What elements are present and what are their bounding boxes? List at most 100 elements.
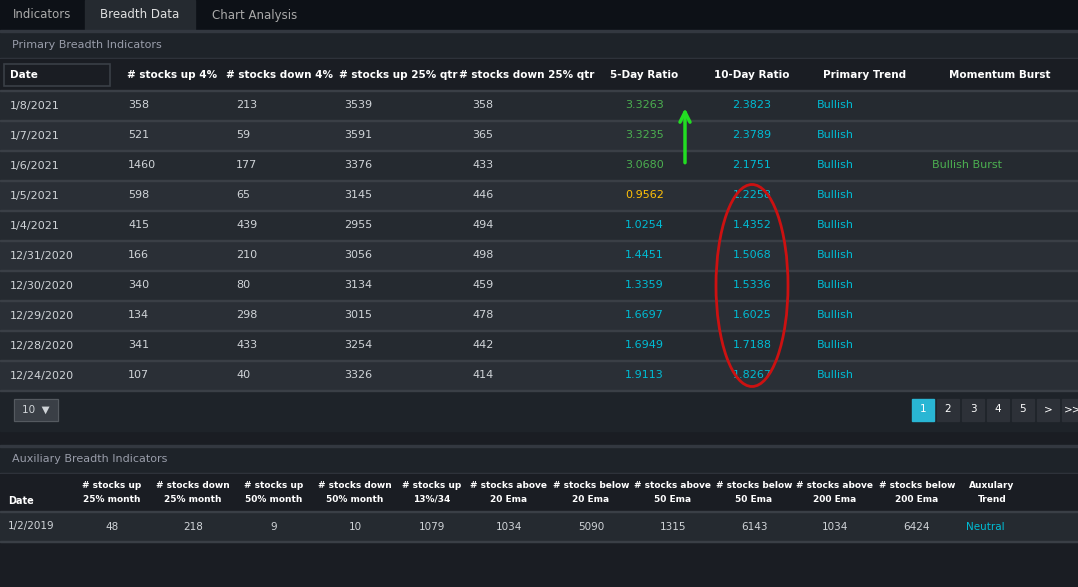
Text: 1034: 1034 xyxy=(821,521,848,531)
Text: # stocks down: # stocks down xyxy=(156,481,230,490)
Text: 1460: 1460 xyxy=(128,160,156,170)
Text: 1: 1 xyxy=(920,404,926,414)
Text: 10: 10 xyxy=(348,521,361,531)
Text: 12/30/2020: 12/30/2020 xyxy=(10,281,74,291)
Text: # stocks down 4%: # stocks down 4% xyxy=(226,69,333,79)
Text: 3015: 3015 xyxy=(344,311,372,321)
Text: 1.6949: 1.6949 xyxy=(625,340,664,350)
Bar xyxy=(0,271,1078,301)
Bar xyxy=(1037,399,1059,420)
Text: 5090: 5090 xyxy=(578,521,604,531)
Text: >>: >> xyxy=(1064,404,1078,414)
Text: 498: 498 xyxy=(472,251,494,261)
Bar xyxy=(0,473,1078,474)
Bar xyxy=(0,89,1078,90)
Text: # stocks up: # stocks up xyxy=(402,481,461,490)
Text: Breadth Data: Breadth Data xyxy=(100,8,180,22)
Text: 3376: 3376 xyxy=(344,160,372,170)
Text: # stocks up 25% qtr: # stocks up 25% qtr xyxy=(338,69,457,79)
Bar xyxy=(0,241,1078,271)
Bar xyxy=(962,399,984,420)
Bar xyxy=(0,180,1078,211)
Text: 5: 5 xyxy=(1020,404,1026,414)
Text: 3.0680: 3.0680 xyxy=(625,160,664,170)
Text: 1034: 1034 xyxy=(496,521,522,531)
Text: 1/2/2019: 1/2/2019 xyxy=(8,521,55,531)
Text: 59: 59 xyxy=(236,130,250,140)
Text: 3056: 3056 xyxy=(344,251,372,261)
Text: 1.0254: 1.0254 xyxy=(625,221,664,231)
Text: 4: 4 xyxy=(995,404,1001,414)
Bar xyxy=(4,63,110,86)
Text: 40: 40 xyxy=(236,370,250,380)
Text: Bullish: Bullish xyxy=(817,100,854,110)
Text: 298: 298 xyxy=(236,311,258,321)
Text: 3145: 3145 xyxy=(344,191,372,201)
Text: Bullish: Bullish xyxy=(817,311,854,321)
Text: Auxiliary Breadth Indicators: Auxiliary Breadth Indicators xyxy=(12,454,167,464)
Text: 494: 494 xyxy=(472,221,494,231)
Text: 3.3263: 3.3263 xyxy=(625,100,664,110)
Bar xyxy=(0,359,1078,360)
Text: 107: 107 xyxy=(128,370,149,380)
Text: 80: 80 xyxy=(236,281,250,291)
Text: 1.3359: 1.3359 xyxy=(625,281,664,291)
Text: 2.3789: 2.3789 xyxy=(732,130,772,140)
Bar xyxy=(0,150,1078,180)
Bar xyxy=(0,447,1078,473)
Bar xyxy=(0,430,1078,444)
Text: Neutral: Neutral xyxy=(966,521,1005,531)
Text: 459: 459 xyxy=(472,281,494,291)
Text: 1.5336: 1.5336 xyxy=(733,281,772,291)
Text: 1.2258: 1.2258 xyxy=(732,191,772,201)
Text: Indicators: Indicators xyxy=(13,8,72,22)
Text: 134: 134 xyxy=(128,311,149,321)
Text: 20 Ema: 20 Ema xyxy=(490,495,527,504)
Text: Date: Date xyxy=(10,69,38,79)
Text: 12/24/2020: 12/24/2020 xyxy=(10,370,74,380)
Text: # stocks up: # stocks up xyxy=(82,481,141,490)
Text: 177: 177 xyxy=(236,160,258,170)
Bar xyxy=(0,329,1078,330)
Text: Bullish: Bullish xyxy=(817,130,854,140)
Text: 358: 358 xyxy=(128,100,149,110)
Bar xyxy=(0,330,1078,360)
Text: Bullish Burst: Bullish Burst xyxy=(932,160,1001,170)
Text: 210: 210 xyxy=(236,251,258,261)
Text: 6424: 6424 xyxy=(903,521,930,531)
Text: # stocks up 4%: # stocks up 4% xyxy=(127,69,217,79)
Text: Bullish: Bullish xyxy=(817,370,854,380)
Text: >: > xyxy=(1044,404,1052,414)
Bar xyxy=(0,0,1078,30)
Text: 439: 439 xyxy=(236,221,258,231)
Text: 414: 414 xyxy=(472,370,494,380)
Text: # stocks down: # stocks down xyxy=(318,481,392,490)
Bar xyxy=(1062,399,1078,420)
Text: Primary Trend: Primary Trend xyxy=(823,69,907,79)
Text: 3.3235: 3.3235 xyxy=(625,130,664,140)
Text: 2.1751: 2.1751 xyxy=(733,160,772,170)
Text: 3326: 3326 xyxy=(344,370,372,380)
Text: 1/8/2021: 1/8/2021 xyxy=(10,100,60,110)
Bar xyxy=(0,210,1078,211)
Text: 213: 213 xyxy=(236,100,258,110)
Text: 10-Day Ratio: 10-Day Ratio xyxy=(715,69,790,79)
Text: 3134: 3134 xyxy=(344,281,372,291)
Text: 48: 48 xyxy=(106,521,119,531)
Bar xyxy=(0,58,1078,59)
Text: 50 Ema: 50 Ema xyxy=(735,495,773,504)
Text: 50% month: 50% month xyxy=(246,495,303,504)
Text: 1/7/2021: 1/7/2021 xyxy=(10,130,60,140)
Bar xyxy=(0,541,1078,587)
Text: 1.4451: 1.4451 xyxy=(625,251,664,261)
Text: 1.5068: 1.5068 xyxy=(733,251,772,261)
Bar xyxy=(0,474,1078,511)
Text: # stocks down 25% qtr: # stocks down 25% qtr xyxy=(459,69,595,79)
Bar xyxy=(0,239,1078,241)
Text: 6143: 6143 xyxy=(741,521,768,531)
Text: Bullish: Bullish xyxy=(817,281,854,291)
Text: 3539: 3539 xyxy=(344,100,372,110)
Bar xyxy=(0,444,1078,447)
Text: 1.7188: 1.7188 xyxy=(732,340,772,350)
Bar xyxy=(0,30,1078,32)
